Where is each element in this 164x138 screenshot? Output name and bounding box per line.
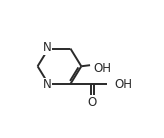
Text: OH: OH	[114, 78, 132, 91]
Text: N: N	[42, 78, 51, 91]
Text: O: O	[88, 95, 97, 109]
Text: N: N	[42, 41, 51, 54]
Text: OH: OH	[94, 62, 112, 75]
